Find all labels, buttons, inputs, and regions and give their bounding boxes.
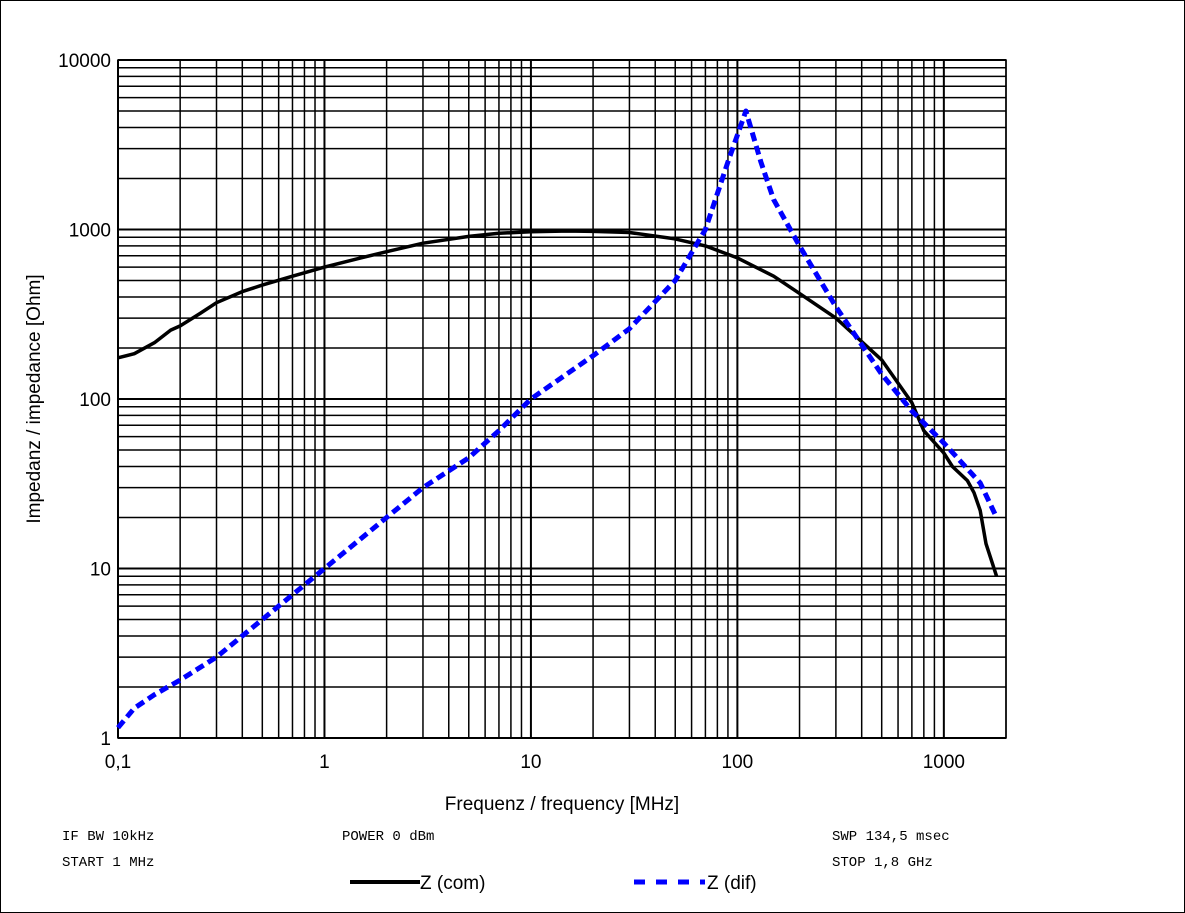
y-axis-title: Impedanz / impedance [Ohm] [24, 274, 45, 523]
y-tick-label: 1000 [69, 221, 111, 242]
legend-label-z-com: Z (com) [420, 873, 485, 894]
y-tick-label: 10000 [58, 51, 111, 72]
series-line-z-dif [116, 108, 999, 730]
y-tick-label: 100 [79, 390, 111, 411]
power-label: POWER 0 dBm [342, 829, 435, 845]
x-tick-label: 0,1 [105, 752, 131, 773]
y-tick-label: 1 [100, 729, 111, 750]
start-frequency-label: START 1 MHz [62, 855, 155, 871]
x-tick-label: 10 [520, 752, 541, 773]
if-bandwidth-label: IF BW 10kHz [62, 829, 155, 845]
sweep-time-label: SWP 134,5 msec [832, 829, 950, 845]
x-tick-label: 1 [319, 752, 330, 773]
grid-lines [117, 59, 1007, 739]
y-tick-label: 10 [90, 560, 111, 581]
legend: Z (com) Z (dif) [350, 873, 757, 894]
plot-area-border [117, 59, 1007, 739]
series-line-z-com [117, 229, 999, 577]
series-lines [116, 108, 999, 730]
stop-frequency-label: STOP 1,8 GHz [832, 855, 933, 871]
legend-label-z-dif: Z (dif) [707, 873, 757, 894]
x-axis-title: Frequenz / frequency [MHz] [445, 794, 679, 815]
x-tick-label: 1000 [923, 752, 965, 773]
x-tick-label: 100 [722, 752, 754, 773]
